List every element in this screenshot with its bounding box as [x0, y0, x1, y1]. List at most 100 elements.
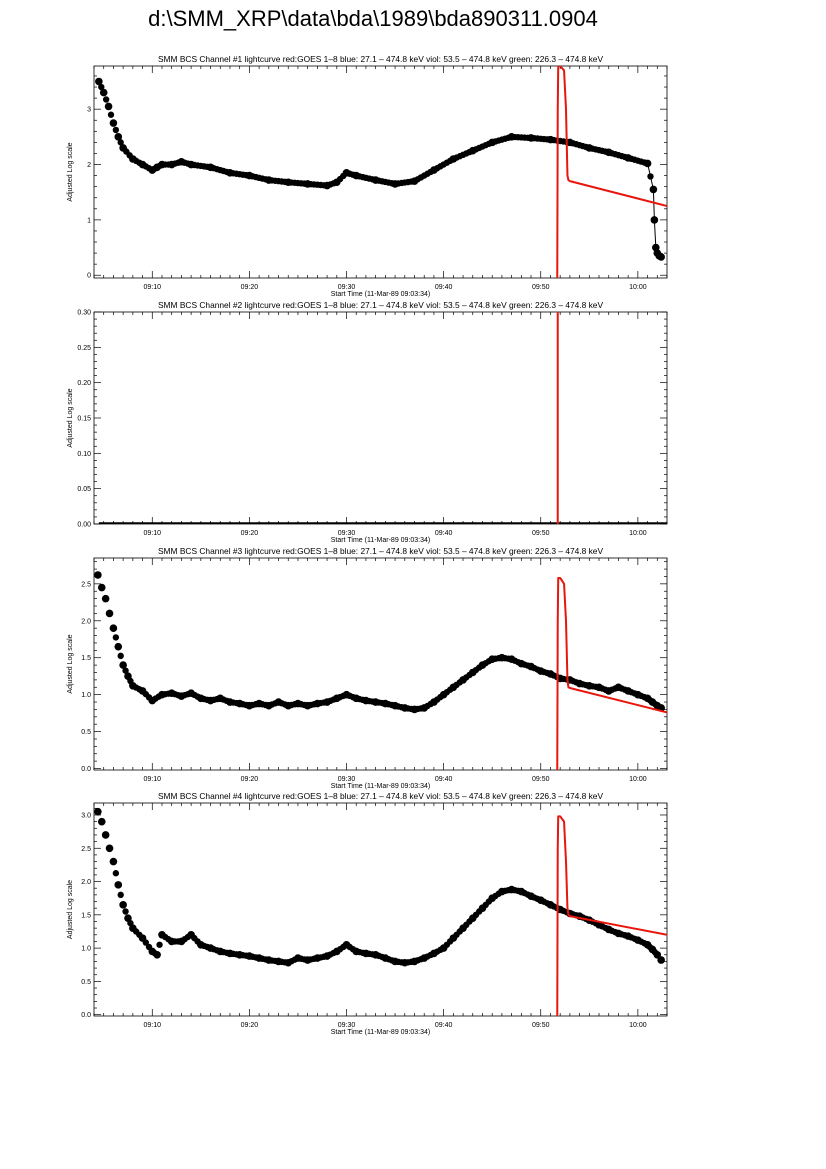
- data-point-key: [245, 701, 254, 710]
- data-point-key: [352, 171, 361, 180]
- data-point-key: [303, 180, 312, 188]
- data-point-key: [604, 148, 613, 157]
- data-point-key: [657, 253, 665, 261]
- data-point-key: [391, 180, 399, 188]
- x-tick-label: 10:00: [629, 284, 647, 291]
- data-point: [122, 667, 129, 674]
- x-tick-label: 09:10: [144, 776, 162, 783]
- data-point-key: [206, 163, 215, 172]
- data-point-key: [585, 681, 594, 690]
- data-point-key: [323, 181, 331, 190]
- data-point-key: [94, 571, 102, 579]
- y-tick-label: 1.0: [81, 946, 91, 953]
- data-point-key: [527, 892, 535, 900]
- plot-frame: [93, 65, 668, 279]
- data-point-key: [226, 949, 234, 958]
- y-tick-label: 2.0: [81, 618, 91, 625]
- data-point-key: [352, 947, 361, 956]
- data-point-key: [566, 138, 574, 147]
- data-series: [95, 66, 667, 278]
- data-point-key: [226, 169, 234, 177]
- x-tick-label: 09:10: [144, 284, 162, 291]
- data-point-key: [235, 699, 244, 708]
- data-point-key: [216, 694, 225, 703]
- data-point-key: [649, 185, 658, 194]
- data-point-key: [342, 940, 351, 949]
- data-point-key: [536, 667, 545, 675]
- x-tick-label: 09:40: [435, 284, 453, 291]
- data-point-key: [439, 944, 448, 952]
- x-tick-label: 09:10: [144, 530, 162, 537]
- page-title: d:\SMM_XRP\data\bda\1989\bda890311.0904: [148, 6, 598, 31]
- data-point-key: [371, 698, 380, 706]
- data-point-key: [284, 178, 293, 187]
- data-point-key: [265, 956, 273, 964]
- x-tick-label: 09:30: [338, 284, 356, 291]
- data-point-key: [517, 659, 526, 668]
- data-point-key: [653, 950, 662, 959]
- data-point-key: [546, 670, 555, 678]
- data-point-key: [371, 950, 380, 959]
- data-point-key: [332, 694, 341, 703]
- data-point-key: [97, 583, 106, 592]
- chart-title: SMM BCS Channel #4 lightcurve red:GOES 1…: [158, 791, 603, 801]
- data-point-key: [468, 914, 477, 922]
- x-tick-label: 09:40: [435, 530, 453, 537]
- data-point-key: [255, 699, 263, 708]
- data-point-key: [488, 138, 496, 147]
- y-tick-label: 1.5: [81, 912, 91, 919]
- data-point-key: [129, 155, 137, 163]
- x-tick-label: 09:50: [532, 1022, 550, 1029]
- data-point-key: [362, 949, 370, 958]
- y-tick-label: 0.30: [77, 310, 91, 317]
- x-axis-label: Start Time (11-Mar-89 09:03:34): [331, 783, 430, 790]
- data-point: [112, 126, 120, 134]
- data-point-key: [313, 699, 322, 708]
- data-point-key: [303, 701, 312, 710]
- data-point: [112, 634, 120, 641]
- y-tick-label: 0.10: [77, 451, 91, 458]
- x-tick-label: 09:30: [338, 1022, 356, 1029]
- data-point-key: [459, 676, 467, 684]
- data-point-key: [94, 807, 102, 816]
- data-point-key: [177, 692, 186, 700]
- data-point-key: [167, 160, 176, 169]
- goes-curve: [556, 815, 667, 1016]
- data-point-key: [352, 694, 361, 703]
- data-point-key: [478, 661, 487, 669]
- data-point-key: [342, 690, 351, 699]
- data-point-key: [187, 689, 195, 697]
- data-point-key: [391, 957, 399, 966]
- data-point: [156, 941, 163, 948]
- data-point-key: [546, 901, 555, 909]
- data-point-key: [158, 690, 166, 699]
- y-tick-label: 0.05: [77, 486, 91, 493]
- x-tick-label: 09:20: [241, 284, 259, 291]
- data-point-key: [226, 698, 234, 706]
- data-point-key: [255, 954, 263, 962]
- data-point-key: [95, 77, 103, 86]
- data-point-key: [410, 957, 419, 966]
- data-point-key: [498, 887, 506, 896]
- data-point: [117, 139, 124, 146]
- data-point-key: [585, 144, 594, 152]
- data-point-key: [177, 157, 186, 166]
- data-point-key: [614, 683, 623, 692]
- data-point-key: [138, 687, 147, 695]
- data-point-key: [114, 642, 123, 651]
- chart-title: SMM BCS Channel #1 lightcurve red:GOES 1…: [158, 54, 603, 64]
- data-point-key: [105, 844, 114, 853]
- data-point-key: [245, 952, 254, 960]
- data-point-key: [624, 687, 632, 695]
- x-tick-label: 09:20: [241, 530, 259, 537]
- y-axis-label: Adjusted Log scale: [67, 142, 74, 201]
- data-point: [647, 173, 654, 180]
- y-tick-label: 0.0: [81, 766, 91, 773]
- x-tick-label: 09:10: [144, 1022, 162, 1029]
- chart-panel-2: SMM BCS Channel #2 lightcurve red:GOES 1…: [67, 300, 668, 544]
- data-point-key: [488, 655, 496, 663]
- data-point-key: [114, 133, 123, 141]
- data-point-key: [488, 894, 496, 902]
- data-point-key: [284, 958, 293, 967]
